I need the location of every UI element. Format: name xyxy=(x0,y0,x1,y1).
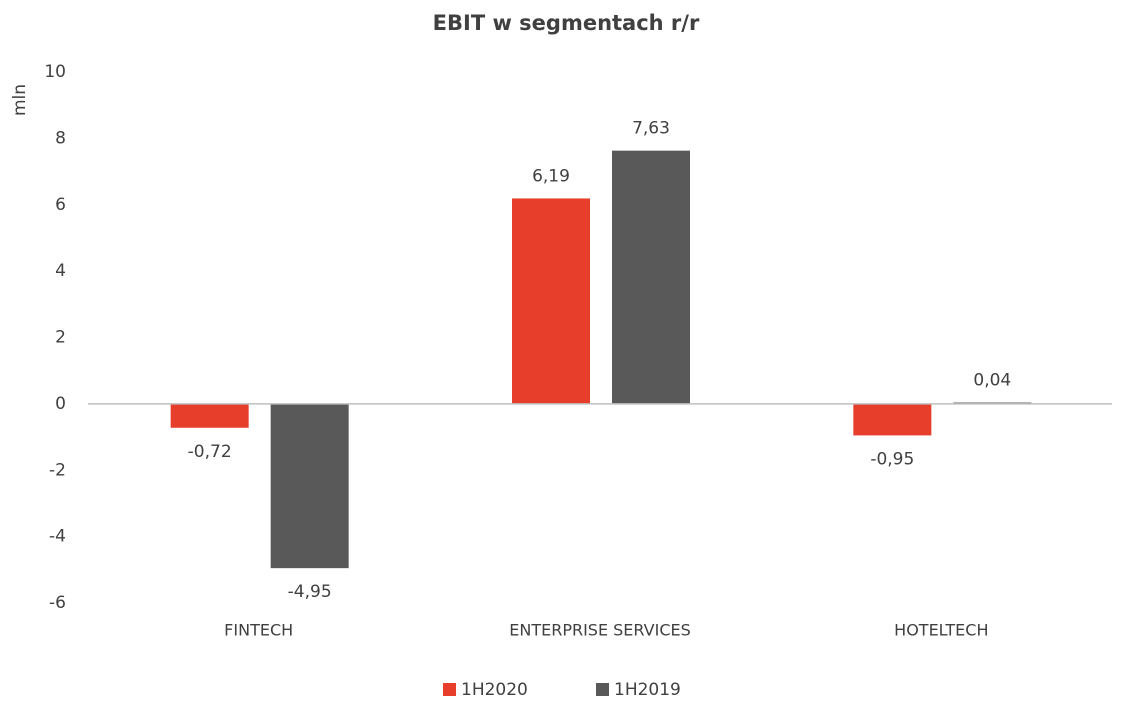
chart-title: EBIT w segmentach r/r xyxy=(433,11,700,35)
data-label: 7,63 xyxy=(632,119,670,139)
y-axis-label: mln xyxy=(10,84,30,116)
y-tick-label: 8 xyxy=(55,128,66,148)
y-tick-label: 4 xyxy=(55,261,66,281)
bar xyxy=(270,403,349,569)
bar xyxy=(612,150,690,404)
y-tick-label: -4 xyxy=(49,527,66,547)
x-tick-label: ENTERPRISE SERVICES xyxy=(509,621,691,640)
data-label: -4,95 xyxy=(288,582,332,602)
x-tick-label: FINTECH xyxy=(224,621,293,640)
data-label: -0,72 xyxy=(188,442,232,462)
legend-swatch xyxy=(443,683,456,696)
y-tick-label: 0 xyxy=(55,394,66,414)
legend-label: 1H2019 xyxy=(614,680,681,700)
bar xyxy=(512,198,590,404)
data-label: -0,95 xyxy=(870,449,914,469)
y-tick-label: -2 xyxy=(49,460,66,480)
data-label: 6,19 xyxy=(532,166,570,186)
y-tick-label: -6 xyxy=(49,593,66,613)
x-tick-label: HOTELTECH xyxy=(894,621,988,640)
y-tick-label: 6 xyxy=(55,195,66,215)
y-tick-label: 10 xyxy=(44,62,66,82)
data-label: 0,04 xyxy=(973,371,1011,391)
bar xyxy=(853,403,932,436)
bar xyxy=(170,403,249,428)
legend-swatch xyxy=(596,683,609,696)
y-tick-label: 2 xyxy=(55,328,66,348)
legend-label: 1H2020 xyxy=(461,680,528,700)
